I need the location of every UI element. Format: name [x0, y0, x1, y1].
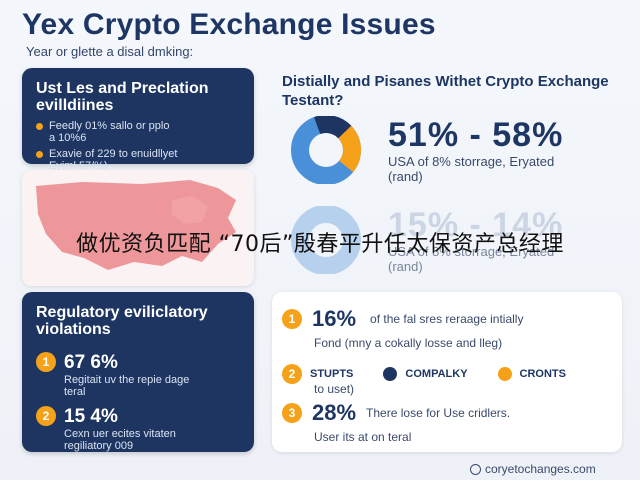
navy-dot-icon: [383, 367, 398, 381]
legend-item-cronts: CRONTS: [497, 367, 566, 381]
legend-label-compalky: COMPALKY: [405, 368, 468, 380]
donut-chart: [291, 116, 361, 184]
legend: 2 STUPTS COMPALKY CRONTS: [282, 364, 566, 384]
legend-item-stupts: 2 STUPTS: [282, 364, 353, 384]
legend-note: to uset): [314, 382, 355, 396]
footer-url[interactable]: coryetochanges.com: [485, 462, 596, 476]
page-subtitle: Year or glette a disal dmking:: [26, 44, 194, 59]
bullet-2-line2: Eyjml 57/%): [49, 160, 108, 172]
overlay-caption: 做优资负匹配 “70后”殷春平升任太保资产总经理: [76, 232, 564, 257]
violation-2-desc2: regiliatory 009: [64, 440, 134, 452]
stat-1-desc: of the fal sres reraage intially: [370, 312, 524, 326]
stats-card: 1 16% of the fal sres reraage intially F…: [272, 292, 622, 452]
number-badge: 1: [282, 309, 302, 329]
legend-label-cronts: CRONTS: [519, 368, 566, 380]
faded-note-line2: (rand): [388, 259, 423, 274]
range-note-line2: (rand): [388, 169, 423, 184]
usa-map-icon: [22, 170, 254, 286]
page-title: Yex Crypto Exchange Issues: [22, 8, 436, 41]
orange-dot-icon: [497, 367, 512, 381]
card-usage-title: Ust Les and Preclation evilldiines: [36, 80, 209, 114]
usa-map-card: [22, 170, 254, 286]
stat-3-sub: User its at on teral: [314, 430, 412, 444]
bullet-1-line1: Feedly 01% sallo or pplo: [49, 120, 170, 132]
stat-3: 3 28% There lose for Use cridlers.: [282, 400, 510, 426]
range-value: 51% - 58%: [388, 116, 564, 154]
bullet-dot-icon: [36, 123, 43, 130]
card-usage-preclation: Ust Les and Preclation evilldiines Feedl…: [22, 68, 254, 172]
stat-3-desc: There lose for Use cridlers.: [366, 406, 511, 420]
number-badge: 2: [36, 406, 56, 426]
stat-3-value: 28%: [312, 400, 357, 425]
card-regulatory-violations: Regulatory eviliclatory violations 1 67 …: [22, 292, 254, 452]
legend-item-compalky: COMPALKY: [383, 367, 468, 381]
violation-item-1: 1 67 6% Regitait uv the repie dage teral: [36, 352, 240, 398]
regulatory-title: Regulatory eviliclatory violations: [36, 304, 208, 338]
violation-1-desc1: Regitait uv the repie dage: [64, 374, 190, 386]
range-note: USA of 8% storrage, Eryated (rand): [388, 154, 554, 184]
bullet-2: Exavie of 229 to enuidllyet Eyjml 57/%): [36, 148, 240, 172]
bullet-2-line1: Exavie of 229 to enuidllyet: [49, 148, 178, 160]
number-badge: 1: [36, 352, 56, 372]
footer: coryetochanges.com: [470, 462, 596, 476]
range-note-line1: USA of 8% storrage, Eryated: [388, 154, 555, 169]
violation-1-value: 67 6%: [64, 352, 118, 373]
faded-note-line1: USA of 8% storrage, Eryated: [388, 244, 555, 259]
stat-1-value: 16%: [312, 306, 357, 331]
bullet-1: Feedly 01% sallo or pplo a 10%6: [36, 120, 240, 144]
number-badge: 3: [282, 403, 302, 423]
globe-icon: [470, 463, 481, 475]
faded-donut-chart: [291, 206, 361, 274]
violation-2-value: 15 4%: [64, 406, 118, 427]
right-heading: Distially and Pisanes Withet Crypto Exch…: [282, 72, 622, 110]
violation-1-desc2: teral: [64, 386, 86, 398]
legend-label-stupts: STUPTS: [310, 368, 354, 380]
stat-1: 1 16% of the fal sres reraage intially: [282, 306, 523, 332]
violation-item-2: 2 15 4% Cexn uer ecites vitaten regiliat…: [36, 406, 240, 452]
faded-range-value: 15% - 14%: [388, 206, 564, 244]
stat-1-sub: Fond (mny a cokally losse and lleg): [314, 336, 503, 350]
bullet-dot-icon: [36, 151, 43, 158]
violation-2-desc1: Cexn uer ecites vitaten: [64, 428, 176, 440]
number-badge-2: 2: [282, 364, 302, 384]
right-heading-text: Distially and Pisanes Withet Crypto Exch…: [282, 73, 609, 109]
faded-range-note: USA of 8% storrage, Eryated (rand): [388, 244, 554, 274]
bullet-1-line2: a 10%6: [49, 132, 87, 144]
